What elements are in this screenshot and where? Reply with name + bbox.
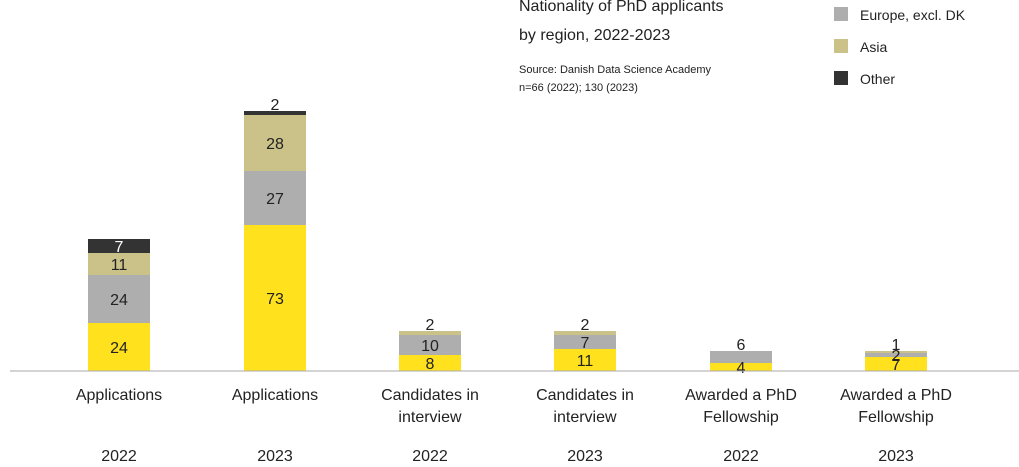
category-label-4-line1: Fellowship	[703, 409, 779, 426]
legend-label-0: Europe, excl. DK	[860, 7, 966, 23]
category-year-4: 2022	[723, 448, 759, 465]
bar-segment-europe-5	[865, 353, 927, 357]
bar-segment-europe-0	[88, 275, 150, 323]
chart-legend: Europe, excl. DK Asia Other	[834, 7, 966, 87]
data-label-europe-5: 2	[892, 348, 901, 365]
category-year-0: 2022	[101, 448, 137, 465]
data-label-asia-5: 1	[892, 337, 901, 354]
bar-segment-europe-1	[244, 171, 306, 225]
bar-segment-denmark-3	[554, 349, 616, 371]
bar-segment-asia-0	[88, 253, 150, 275]
data-label-europe-4: 6	[737, 337, 746, 354]
category-label-0-line0: Applications	[76, 387, 162, 404]
bar-segment-other-0	[88, 239, 150, 253]
chart-title-line2: by region, 2022-2023	[519, 27, 670, 44]
bar-segment-europe-4	[710, 351, 772, 363]
category-year-3: 2023	[567, 448, 603, 465]
legend-swatch-2	[834, 71, 848, 85]
bar-segment-asia-3	[554, 331, 616, 335]
bar-segment-other-1	[244, 111, 306, 115]
legend-swatch-1	[834, 39, 848, 53]
category-year-5: 2023	[878, 448, 914, 465]
data-label-europe-2: 10	[421, 338, 439, 355]
category-label-3-line1: interview	[553, 409, 617, 426]
legend-label-1: Asia	[860, 39, 887, 55]
data-label-other-0: 7	[115, 239, 124, 256]
data-label-denmark-4: 4	[737, 360, 746, 377]
data-label-other-1: 2	[271, 97, 280, 114]
data-label-europe-1: 27	[266, 191, 284, 208]
bar-segment-europe-3	[554, 335, 616, 349]
data-label-europe-0: 24	[110, 292, 128, 309]
bar-segment-denmark-5	[865, 357, 927, 371]
category-label-1-line0: Applications	[232, 387, 318, 404]
category-labels: Applications 2022 Applications 2023 Candidat…	[76, 387, 952, 465]
data-label-denmark-0: 24	[110, 340, 128, 357]
category-label-3-line0: Candidates in	[536, 387, 634, 404]
category-label-4-line0: Awarded a PhD	[685, 387, 797, 404]
bar-segment-denmark-0	[88, 323, 150, 371]
category-year-2: 2022	[412, 448, 448, 465]
bar-segment-asia-5	[865, 351, 927, 353]
chart-source-line2: n=66 (2022); 130 (2023)	[519, 82, 638, 94]
bar-segment-denmark-4	[710, 363, 772, 371]
bar-segment-denmark-2	[399, 355, 461, 371]
data-label-denmark-1: 73	[266, 291, 284, 308]
data-label-asia-3: 2	[581, 317, 590, 334]
category-label-2-line0: Candidates in	[381, 387, 479, 404]
data-label-asia-1: 28	[266, 136, 284, 153]
chart-source-line1: Source: Danish Data Science Academy	[519, 64, 711, 76]
category-label-5-line1: Fellowship	[858, 409, 934, 426]
legend-swatch-0	[834, 7, 848, 21]
legend-label-2: Other	[860, 71, 895, 87]
bar-segment-europe-2	[399, 335, 461, 355]
data-label-denmark-3: 11	[577, 353, 594, 370]
data-label-europe-3: 7	[581, 335, 590, 352]
chart-title-line1: Nationality of PhD applicants	[519, 0, 724, 15]
data-label-denmark-5: 7	[892, 357, 901, 374]
bar-segment-asia-2	[399, 331, 461, 335]
category-label-5-line0: Awarded a PhD	[840, 387, 952, 404]
data-label-denmark-2: 8	[426, 356, 435, 373]
category-year-1: 2023	[257, 448, 293, 465]
data-label-asia-0: 11	[111, 257, 128, 274]
bar-segment-denmark-1	[244, 225, 306, 371]
data-label-asia-2: 2	[426, 317, 435, 334]
category-label-2-line1: interview	[398, 409, 462, 426]
bar-segment-asia-1	[244, 115, 306, 171]
